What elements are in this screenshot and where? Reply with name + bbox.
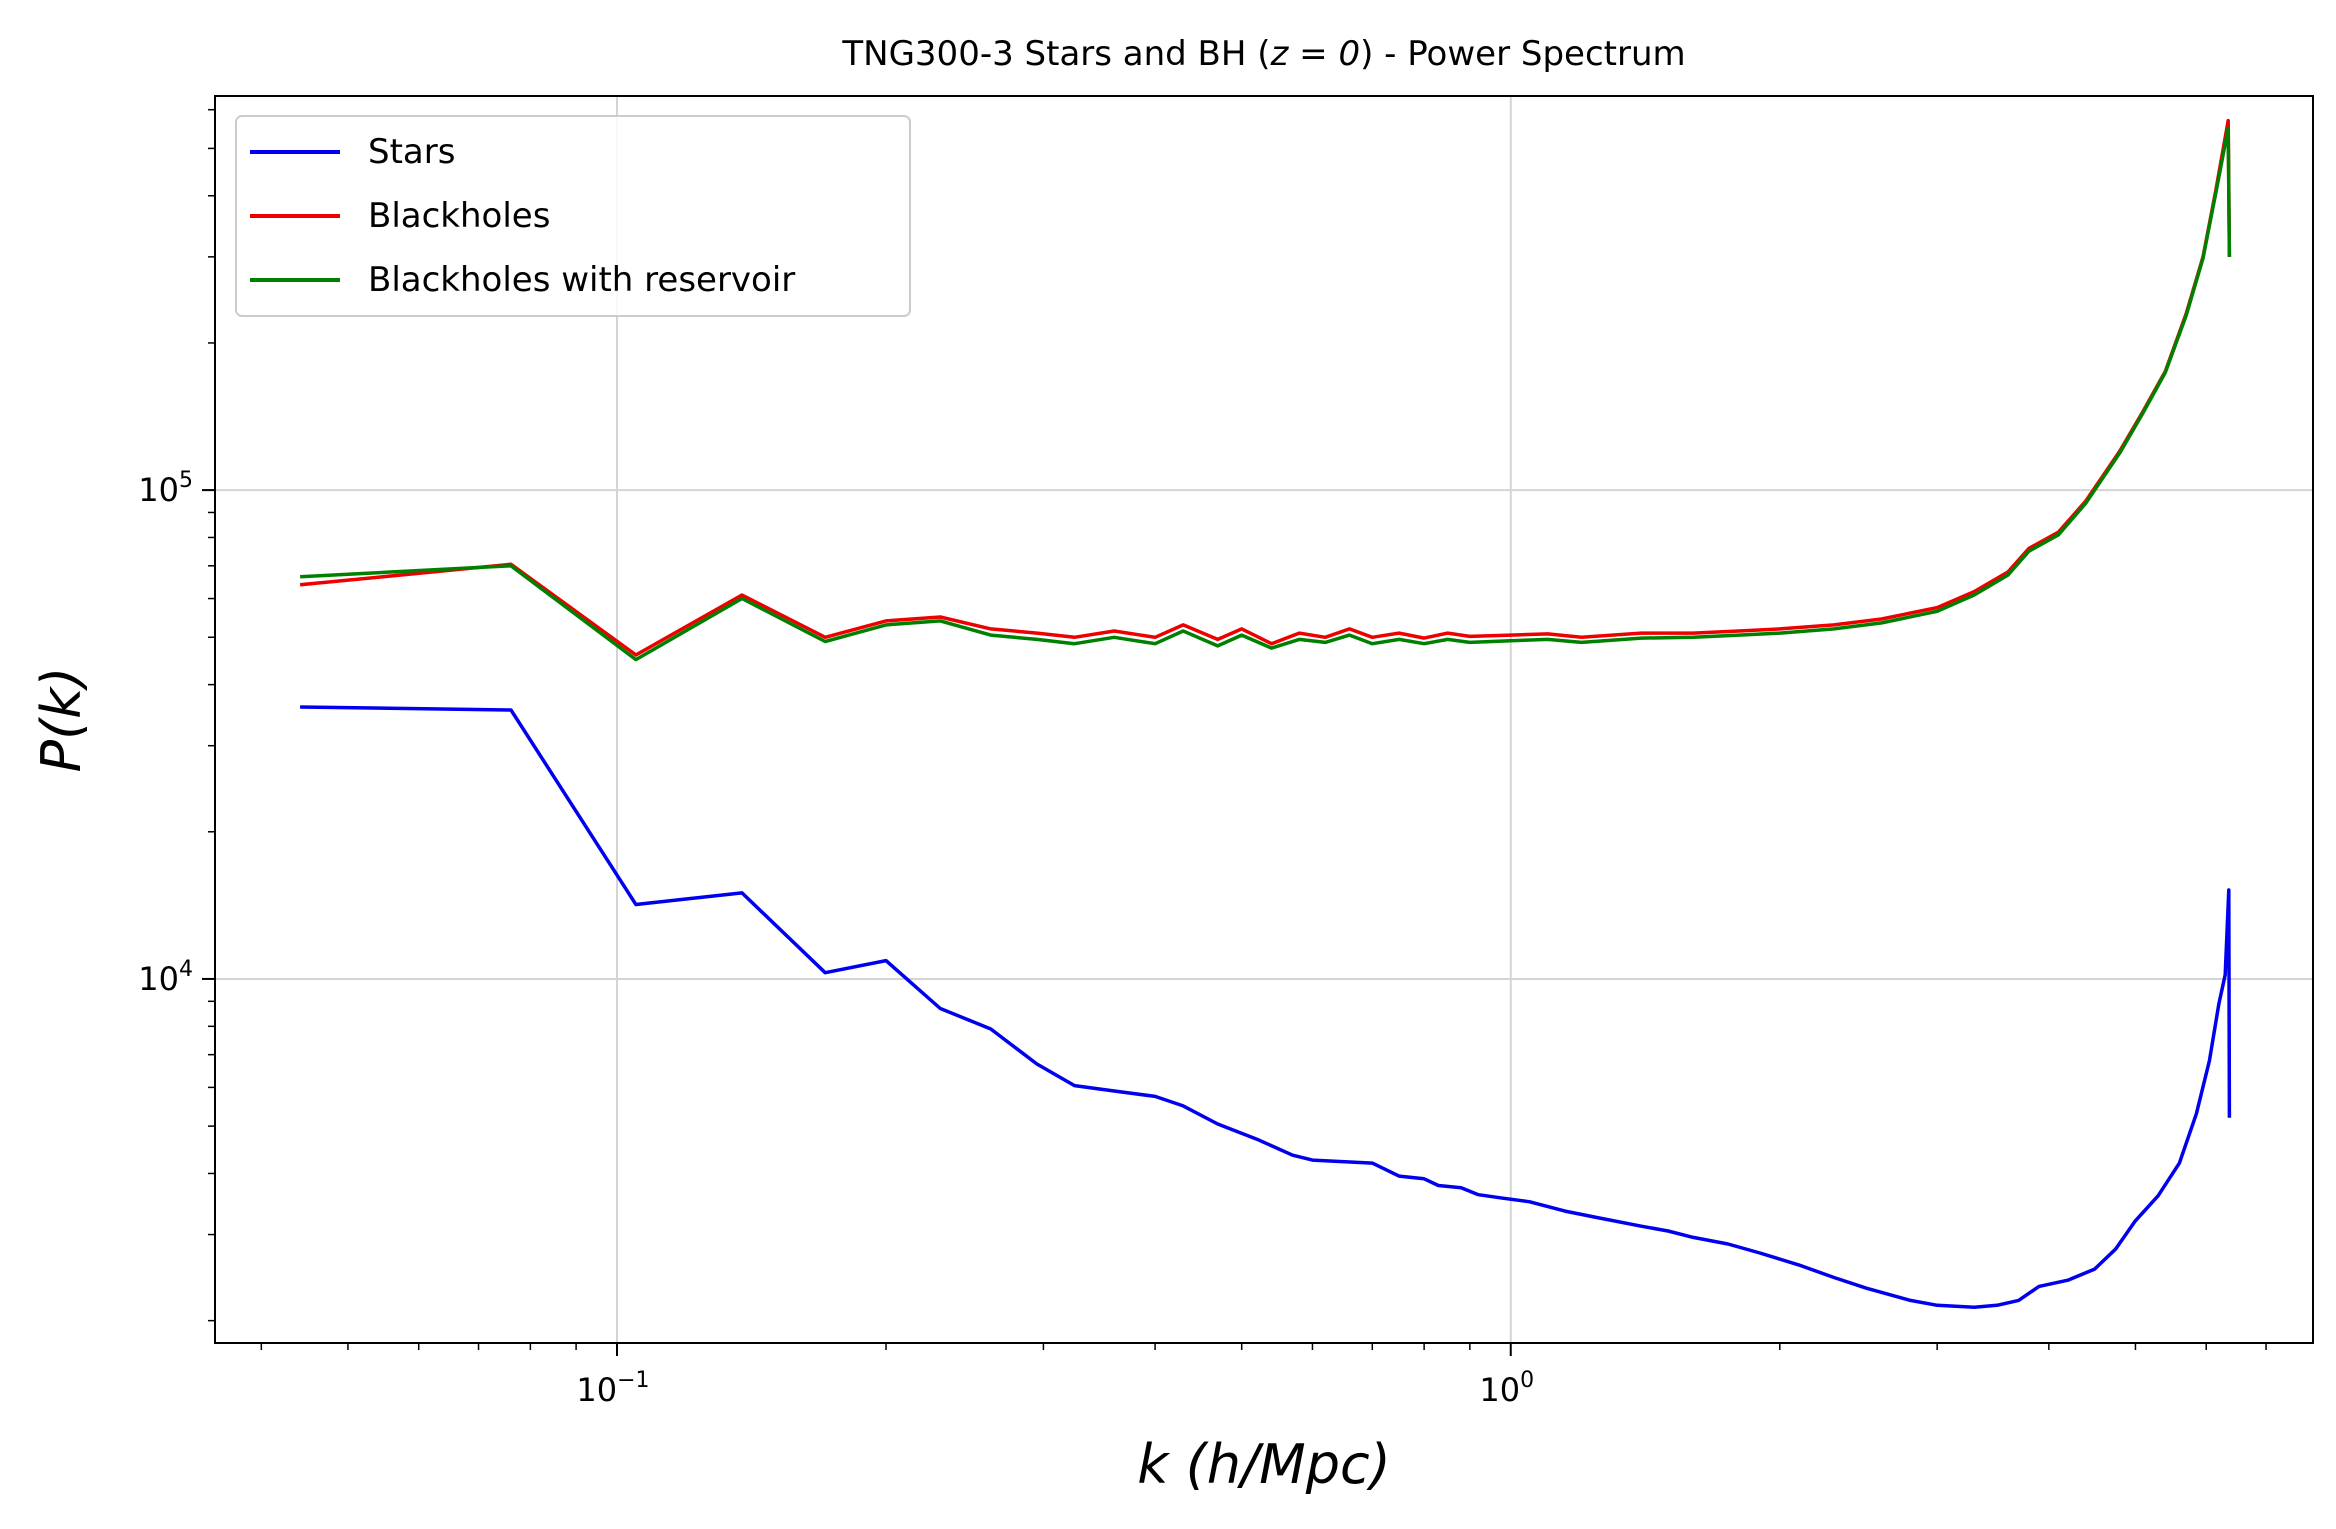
legend-box [235,115,911,317]
x-axis-label: k (h/Mpc) [1137,1433,1391,1496]
x-tick-label: 100 [1479,1368,1534,1409]
y-tick-label: 105 [138,468,193,509]
chart-title: TNG300-3 Stars and BH (z = 0) - Power Sp… [841,34,1685,74]
series-group [299,118,2232,1310]
y-axis-label: P(k) [30,667,93,773]
y-tick-label: 104 [138,957,193,998]
x-tick-label: 10−1 [576,1368,649,1409]
legend-label: Stars [368,132,455,172]
legend: Stars Blackholes Blackholes with reservoir [235,115,911,317]
series-line-blackholes-with-reservoir [300,126,2232,662]
legend-label: Blackholes [368,196,550,236]
tick-labels: 10−1 100 104 105 [138,468,1534,1409]
legend-label: Blackholes with reservoir [368,260,795,300]
series-line-stars [300,705,2232,1310]
ticks [202,108,2267,1356]
axes-frame [214,95,2314,1344]
